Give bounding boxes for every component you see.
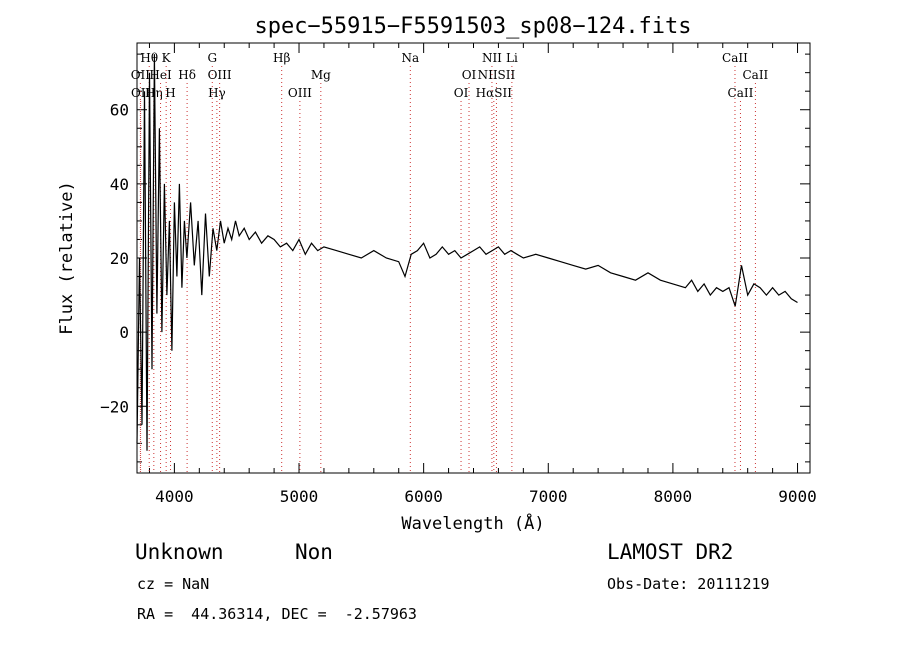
line-marker-label: OIII (208, 68, 232, 82)
line-marker-label: K (162, 51, 172, 65)
line-marker-label: Hβ (273, 51, 290, 65)
y-tick-label: 40 (110, 175, 129, 194)
x-tick-label: 6000 (404, 487, 443, 506)
line-marker-label: Mg (311, 68, 331, 82)
x-tick-label: 5000 (280, 487, 319, 506)
coordinates: RA = 44.36314, DEC = -2.57963 (137, 605, 417, 623)
spectral-line-markers: HθOIIOIIHηHeIKHHδGOIIIHγHβOIIIMgNaOIOINI… (131, 51, 769, 473)
line-marker-label: NII (482, 51, 502, 65)
line-marker-label: CaII (722, 51, 748, 65)
line-marker-label: OI (454, 86, 469, 100)
x-tick-label: 9000 (778, 487, 817, 506)
survey-name: LAMOST DR2 (607, 540, 734, 564)
chart-title: spec−55915−F5591503_sp08−124.fits (254, 14, 691, 39)
line-marker-label: CaII (728, 86, 754, 100)
line-marker-label: OII (131, 86, 151, 100)
line-marker-label: HαSII (476, 86, 513, 100)
spectrum-series (136, 54, 798, 451)
y-axis-label: Flux (relative) (57, 181, 77, 335)
observation-date: Obs-Date: 20111219 (607, 575, 770, 593)
y-tick-label: −20 (100, 397, 129, 416)
line-marker-label: Hγ (208, 86, 226, 100)
line-marker-label: CaII (742, 68, 768, 82)
line-marker-label: NIISII (478, 68, 516, 82)
line-marker-label: OI (462, 68, 477, 82)
plot-frame (136, 42, 811, 474)
object-class: Unknown (135, 540, 224, 564)
line-marker-label: Hδ (178, 68, 196, 82)
line-marker-label: Na (401, 51, 419, 65)
line-marker-label: HeI (149, 68, 172, 82)
line-marker-label: G (207, 51, 217, 65)
y-tick-label: 60 (110, 101, 129, 120)
y-tick-label: 0 (119, 323, 129, 342)
line-marker-label: OIII (288, 86, 312, 100)
x-axis-label: Wavelength (Å) (401, 512, 544, 534)
line-marker-label: OII (131, 68, 151, 82)
x-tick-label: 4000 (155, 487, 194, 506)
line-marker-label: Hθ (140, 51, 158, 65)
x-tick-label: 7000 (529, 487, 568, 506)
spectrum-line (136, 54, 798, 451)
x-tick-label: 8000 (654, 487, 693, 506)
redshift-cz: cz = NaN (137, 575, 210, 593)
line-marker-label: H (165, 86, 175, 100)
y-tick-label: 20 (110, 249, 129, 268)
line-marker-label: Li (506, 51, 518, 65)
object-subclass: Non (295, 540, 333, 564)
axis-ticks: 4000 5000 6000 7000 8000 9000 −20 0 20 40 60 (100, 43, 817, 506)
